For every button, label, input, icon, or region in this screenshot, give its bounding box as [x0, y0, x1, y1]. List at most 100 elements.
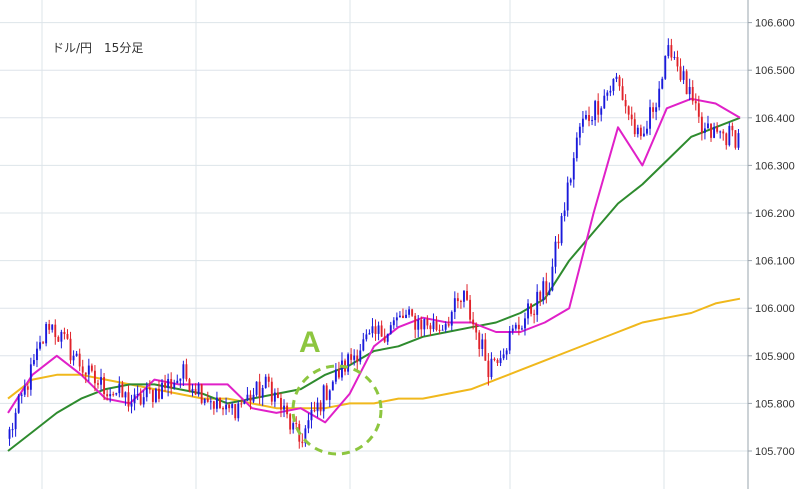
candle	[292, 420, 295, 434]
candle	[700, 112, 703, 141]
candle-body	[23, 386, 26, 395]
candle	[563, 202, 566, 222]
candle-body	[554, 241, 557, 267]
candle	[280, 393, 282, 418]
candle	[438, 324, 441, 335]
candle-body	[697, 103, 700, 117]
candle-body	[533, 313, 536, 315]
candle-body	[66, 334, 69, 339]
candle	[557, 234, 560, 249]
candle	[334, 363, 337, 385]
candle	[426, 315, 429, 330]
candle-body	[234, 404, 237, 419]
candle	[103, 373, 106, 401]
candle	[347, 352, 350, 376]
candle-body	[362, 339, 365, 351]
candle-body	[182, 364, 185, 379]
candle	[383, 328, 386, 344]
candle-body	[81, 366, 84, 373]
candle-body	[341, 360, 343, 378]
candle	[118, 376, 121, 398]
candle	[621, 78, 624, 101]
candle-body	[103, 377, 106, 395]
candle-body	[176, 380, 179, 383]
candle	[225, 397, 228, 415]
candle-body	[167, 379, 170, 388]
candle-body	[414, 315, 417, 330]
candle	[694, 93, 697, 111]
candle	[469, 294, 472, 324]
candle-body	[520, 328, 523, 330]
candle	[148, 380, 151, 394]
candle-body	[673, 56, 676, 58]
candle-body	[231, 404, 234, 409]
candle	[612, 78, 615, 96]
candle-body	[39, 342, 41, 349]
candle	[429, 322, 432, 336]
candle-body	[548, 290, 551, 296]
candle-body	[121, 383, 124, 398]
candle	[374, 319, 377, 341]
candle-body	[142, 397, 145, 405]
candle	[337, 361, 340, 380]
candle	[697, 95, 700, 124]
candle-body	[246, 394, 249, 401]
candle-body	[72, 355, 75, 361]
candle-body	[688, 86, 691, 95]
candle-body	[658, 88, 661, 108]
candle-body	[463, 290, 465, 302]
candle-body	[652, 107, 655, 112]
candle-body	[48, 323, 51, 330]
candle	[313, 401, 316, 413]
candle-body	[481, 339, 484, 349]
candle	[63, 327, 66, 340]
candle	[167, 373, 170, 397]
candle-body	[655, 107, 658, 112]
candle	[289, 412, 292, 435]
candle	[84, 372, 87, 384]
chart-title: ドル/円 15分足	[52, 41, 143, 55]
candle-body	[289, 414, 292, 430]
candle-body	[32, 360, 35, 365]
candle-body	[386, 333, 389, 342]
candle	[286, 402, 289, 419]
candle	[316, 397, 319, 418]
candle	[615, 72, 618, 83]
candle-body	[286, 405, 289, 415]
candle	[652, 102, 655, 119]
candle	[527, 299, 529, 325]
candle-body	[173, 382, 176, 388]
candle-body	[475, 324, 478, 333]
candle	[633, 112, 636, 137]
candle-body	[581, 118, 584, 127]
candle	[502, 348, 505, 361]
candle	[542, 277, 545, 305]
candle	[14, 408, 17, 437]
candle-body	[466, 290, 468, 300]
candle-body	[145, 388, 148, 398]
candle	[362, 332, 365, 352]
candle-body	[127, 392, 130, 407]
candle-body	[542, 281, 545, 301]
candle	[661, 76, 664, 90]
candle-body	[551, 266, 554, 291]
candle-body	[185, 364, 188, 380]
candle	[545, 272, 548, 304]
candle-body	[161, 382, 163, 399]
candle-body	[450, 311, 453, 326]
candle	[307, 413, 310, 434]
candle-body	[374, 326, 377, 334]
candle	[136, 385, 139, 401]
candle-body	[731, 125, 734, 131]
candle	[173, 379, 176, 390]
candle-body	[716, 126, 719, 132]
candle-body	[57, 336, 60, 342]
candle	[389, 321, 392, 335]
candle	[78, 348, 81, 372]
candle	[560, 213, 563, 246]
candle	[594, 99, 597, 126]
candle	[29, 357, 32, 396]
candle	[237, 400, 240, 422]
candle-body	[444, 324, 447, 330]
candle	[618, 74, 621, 91]
